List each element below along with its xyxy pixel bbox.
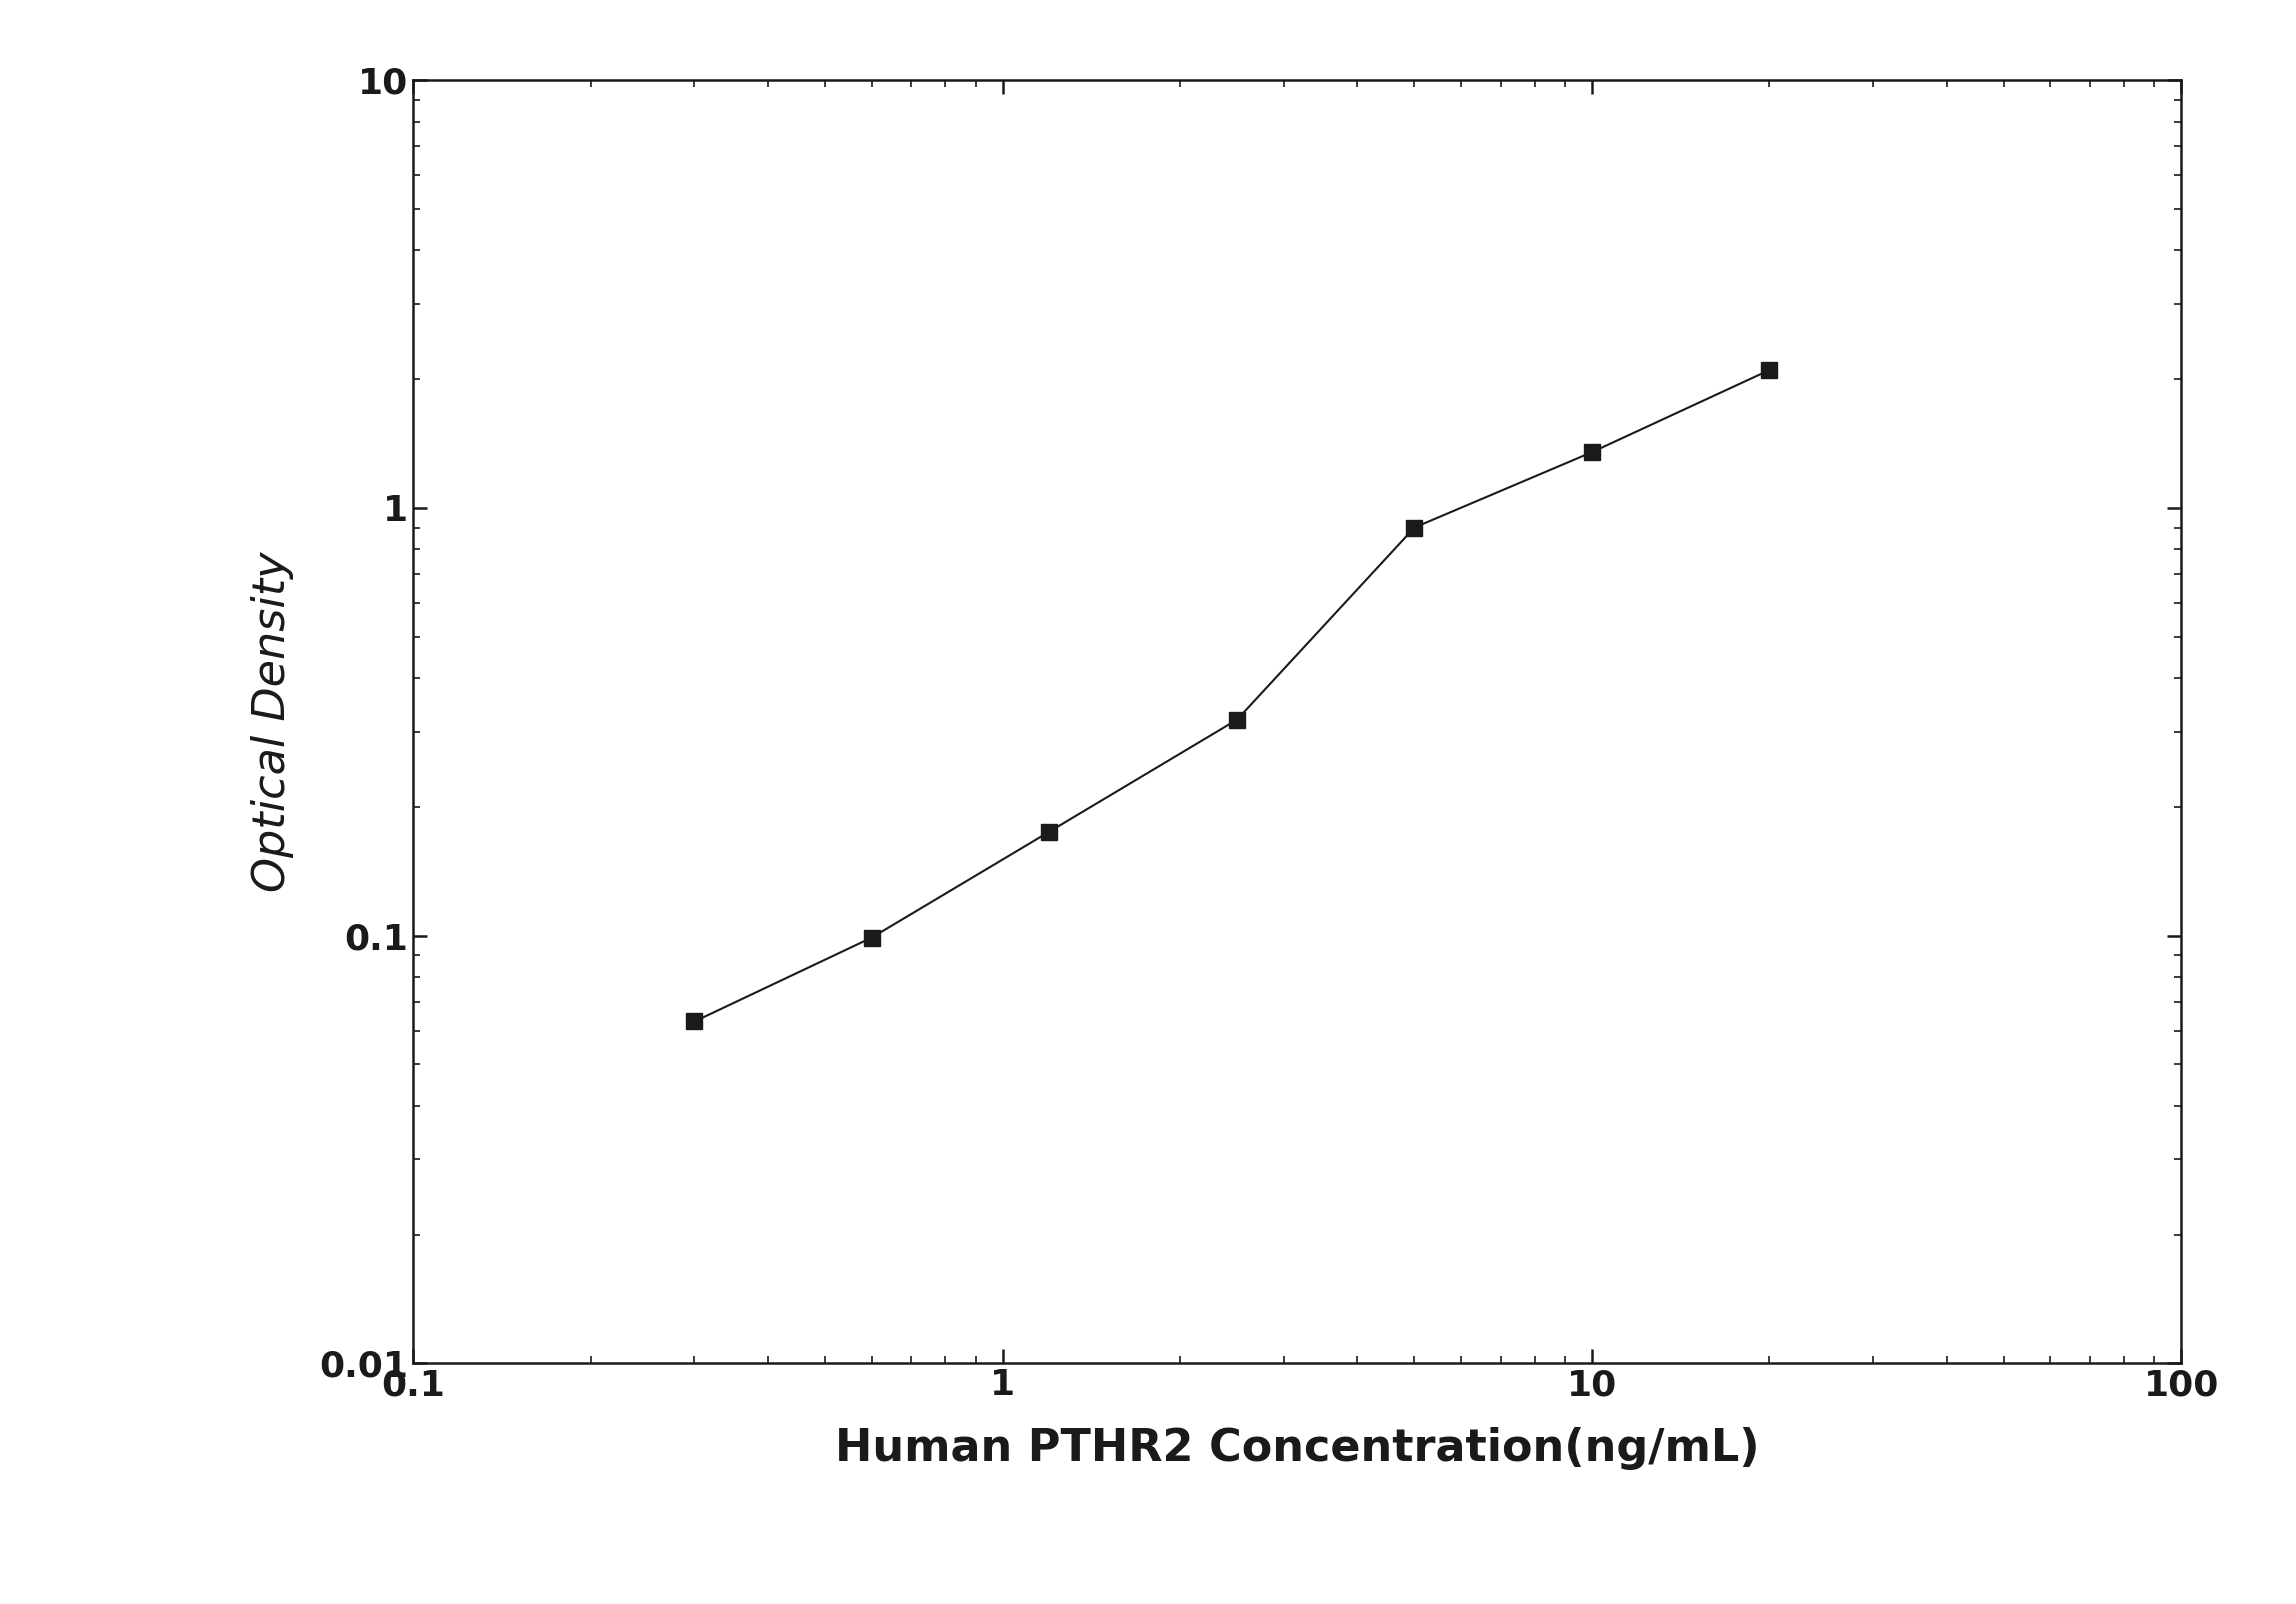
- Y-axis label: Optical Density: Optical Density: [253, 552, 294, 892]
- X-axis label: Human PTHR2 Concentration(ng/mL): Human PTHR2 Concentration(ng/mL): [836, 1428, 1759, 1471]
